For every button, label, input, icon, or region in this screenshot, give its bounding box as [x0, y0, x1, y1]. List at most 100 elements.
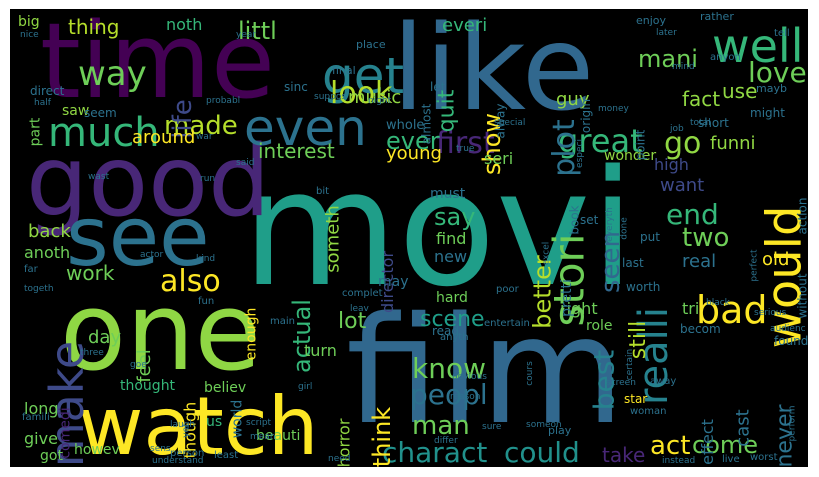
word-cloud-word: put [640, 230, 660, 244]
word-cloud-word: see [66, 190, 210, 285]
word-cloud-word: war [196, 132, 213, 142]
word-cloud-word: perfect [749, 248, 760, 282]
word-cloud-word: later [656, 28, 677, 38]
word-cloud-word: peopl [410, 378, 488, 411]
word-cloud-word: say [434, 203, 476, 231]
word-cloud-word: great [558, 122, 643, 160]
word-cloud-word: like [392, 9, 595, 137]
word-cloud-word: worth [626, 280, 661, 294]
word-cloud-word: instead [662, 456, 696, 466]
word-cloud-word: hard [436, 290, 468, 306]
word-cloud-word: someth [322, 204, 344, 273]
word-cloud-word: famili [22, 412, 50, 423]
word-cloud-word: work [66, 261, 115, 285]
word-cloud-word: made [164, 111, 238, 141]
word-cloud-word: understand [152, 456, 204, 466]
word-cloud-word: girl [298, 382, 313, 392]
word-cloud-word: night [368, 96, 392, 106]
word-cloud-word: may [378, 274, 409, 290]
word-cloud-word: get [322, 47, 405, 105]
word-cloud-word: read [432, 324, 460, 338]
word-cloud-word: love [748, 56, 807, 89]
word-cloud-word: differ [434, 436, 458, 446]
word-cloud-word: find [436, 229, 467, 248]
word-cloud-word: mind [672, 62, 695, 72]
word-cloud-word: charact [382, 436, 488, 467]
word-cloud-word: seem [84, 106, 117, 120]
word-cloud-word: time [40, 9, 275, 122]
word-cloud-word: funni [710, 133, 756, 154]
word-cloud-word: wonder [604, 148, 657, 164]
word-cloud-word: especi [574, 139, 585, 168]
word-cloud-word: audienc [770, 324, 806, 334]
word-cloud-word: enjoy [636, 14, 667, 27]
word-cloud-word: good [26, 125, 271, 239]
word-cloud-word: suppos [314, 92, 347, 102]
word-cloud-word: run [200, 174, 216, 184]
word-cloud-word: real [682, 251, 717, 272]
word-cloud-word: could [504, 436, 580, 467]
word-cloud-word: true [456, 144, 475, 154]
word-cloud-word: day [88, 327, 122, 348]
word-cloud-word: star [624, 392, 648, 406]
word-cloud-word: right [560, 299, 598, 318]
word-cloud-word: also [160, 264, 221, 299]
word-cloud-word: beauti [256, 428, 301, 444]
word-cloud-word: believ [204, 380, 247, 396]
word-cloud-word: reason [450, 392, 481, 402]
word-cloud-word: even [244, 99, 367, 157]
word-cloud-word: far [24, 264, 38, 275]
word-cloud-word: tri [682, 299, 700, 318]
word-cloud-word: done [619, 216, 630, 240]
word-cloud-word: anoth [24, 243, 71, 262]
word-cloud-word: action [794, 197, 808, 234]
word-cloud-word: saw [62, 103, 90, 119]
word-cloud-word: high [654, 155, 689, 174]
word-cloud-word: perform [786, 405, 797, 441]
word-cloud-word: person [170, 448, 205, 459]
word-cloud-word: someon [526, 420, 562, 430]
word-cloud-word: poor [496, 284, 519, 295]
word-cloud-word: mean [250, 432, 276, 442]
word-cloud-word: interest [258, 139, 335, 163]
word-cloud-word: might [750, 106, 785, 120]
word-cloud-word: live [722, 454, 740, 465]
word-cloud-word: come [692, 431, 759, 459]
word-cloud-word: better [528, 254, 557, 329]
word-cloud-word: guy [556, 89, 590, 110]
word-cloud-word: direct [30, 84, 65, 98]
word-cloud-word: one [60, 270, 261, 395]
word-cloud-word: movi [242, 135, 635, 322]
word-cloud-word: thought [120, 378, 176, 394]
word-cloud-word: seri [484, 149, 514, 168]
word-cloud-word: lot [338, 309, 367, 334]
word-cloud-word: script [246, 418, 272, 428]
word-cloud-word: need [328, 454, 351, 464]
word-cloud-word: thing [68, 15, 120, 39]
word-cloud-word: serious [754, 308, 787, 318]
word-cloud-word: probabl [206, 96, 241, 106]
word-cloud-word: know [412, 352, 486, 385]
word-cloud-word: three [80, 348, 104, 358]
word-cloud-word: world [228, 399, 245, 438]
word-cloud-word: quit [433, 89, 459, 132]
word-cloud-word: new [434, 247, 468, 266]
word-cloud-word: go [664, 126, 702, 161]
word-cloud-word: leav [350, 304, 369, 314]
word-cloud-word: sure [482, 422, 502, 432]
word-cloud-word: job [670, 124, 684, 134]
word-cloud-word: way [78, 54, 147, 94]
word-cloud-word: final [332, 64, 356, 77]
word-cloud-word: total [690, 118, 711, 128]
word-cloud-word: look [330, 76, 393, 111]
word-cloud-word: us [206, 414, 223, 430]
word-cloud-word: kind [196, 254, 216, 264]
word-cloud-word: worst [750, 452, 778, 463]
word-cloud-word: bit [316, 186, 330, 197]
word-cloud-word: scene [420, 307, 485, 332]
word-cloud-word: use [722, 79, 758, 103]
word-cloud-word: young [386, 143, 442, 164]
word-cloud-word: wast [88, 172, 110, 182]
word-cloud-word: music [348, 87, 402, 108]
word-cloud-word: man [412, 411, 470, 441]
